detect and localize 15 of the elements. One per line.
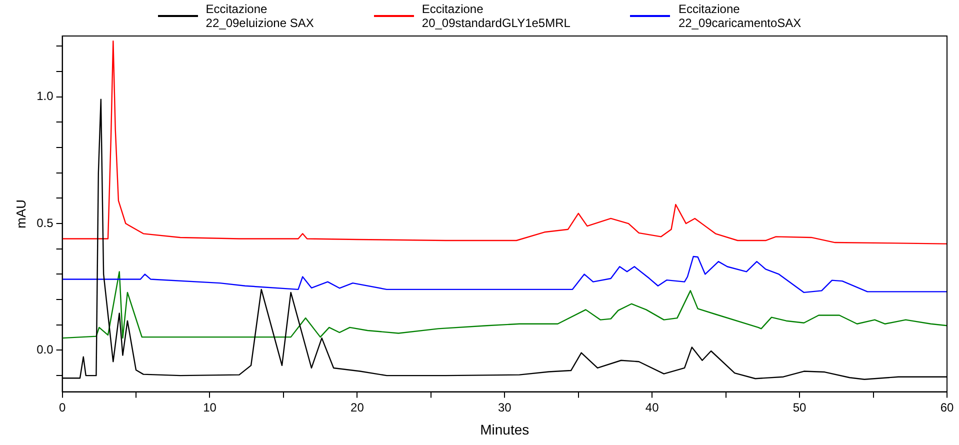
x-tick-label: 20 bbox=[350, 400, 364, 414]
legend-label: Eccitazione 22_09eluizione SAX bbox=[206, 2, 314, 30]
y-tick-label: 0.0 bbox=[36, 342, 54, 357]
x-tick-label: 40 bbox=[645, 400, 660, 414]
x-tick-label: 60 bbox=[940, 400, 954, 414]
x-tick-label: 30 bbox=[498, 400, 512, 414]
x-axis-title: Minutes bbox=[480, 421, 530, 438]
y-tick-label: 1.0 bbox=[36, 89, 54, 104]
y-tick-label: 0.5 bbox=[36, 216, 54, 230]
legend-label: Eccitazione 20_09standardGLY1e5MRL bbox=[422, 2, 570, 30]
x-tick-label: 0 bbox=[58, 400, 66, 414]
legend-label: Eccitazione 22_09caricamentoSAX bbox=[678, 2, 802, 30]
x-tick-label: 50 bbox=[792, 400, 807, 414]
y-axis-title: mAU bbox=[13, 199, 28, 228]
x-tick-label: 10 bbox=[203, 400, 217, 414]
